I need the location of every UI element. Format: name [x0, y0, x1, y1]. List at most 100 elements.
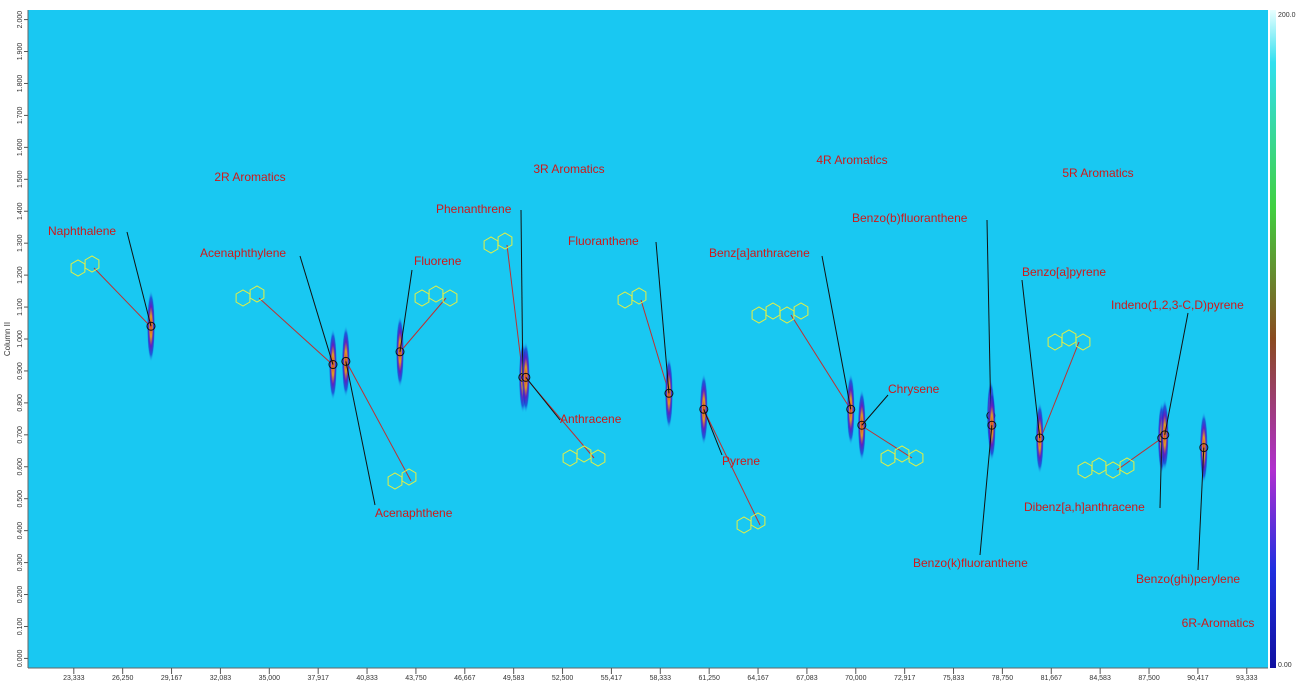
peak-label: Acenaphthylene — [200, 246, 286, 260]
y-tick-label: 0.800 — [17, 394, 24, 412]
leader-line — [861, 394, 889, 426]
x-tick-label: 90,417 — [1187, 675, 1209, 682]
leader-line — [655, 241, 670, 394]
colorbar-label: 200.0 — [1278, 12, 1296, 19]
structure-icon — [1091, 457, 1107, 475]
x-tick-label: 37,917 — [307, 675, 329, 682]
group-label: 4R Aromatics — [816, 153, 887, 167]
y-tick-label: 1.000 — [17, 330, 24, 348]
peak-label: Pyrene — [722, 454, 760, 468]
structure-icon — [401, 468, 417, 486]
y-tick-label: 0.400 — [17, 522, 24, 540]
leader-line — [703, 409, 723, 456]
peak-marker — [699, 404, 709, 414]
leader-line — [299, 255, 334, 365]
structure-icon — [590, 449, 606, 467]
peak-marker — [146, 321, 156, 331]
y-tick-label: 0.900 — [17, 362, 24, 380]
structure-icon — [428, 285, 444, 303]
peak-marker — [1199, 443, 1209, 453]
y-tick-label: 0.300 — [17, 554, 24, 572]
y-tick-label: 1.300 — [17, 234, 24, 252]
leader-line — [986, 219, 992, 416]
structure-icon — [497, 232, 513, 250]
structure-link — [93, 267, 152, 328]
structure-link — [790, 314, 852, 411]
peak-label: Fluorene — [414, 254, 462, 268]
peak-marker — [1035, 433, 1045, 443]
structure-icon — [750, 512, 766, 530]
plot-area — [28, 10, 1268, 668]
leader-line — [1197, 447, 1205, 571]
peak-label: Fluoranthene — [568, 234, 639, 248]
group-label: 3R Aromatics — [533, 162, 604, 176]
peak-label: Benz[a]anthracene — [709, 246, 810, 260]
leader-line — [821, 255, 852, 410]
y-tick-label: 0.200 — [17, 586, 24, 604]
peak-label: Acenaphthene — [375, 506, 453, 520]
x-tick-label: 58,333 — [650, 675, 672, 682]
y-tick-label: 0.700 — [17, 426, 24, 444]
structure-icon — [1061, 329, 1077, 347]
structure-icon — [894, 445, 910, 463]
structure-link — [1039, 341, 1080, 441]
x-tick-label: 29,167 — [161, 675, 183, 682]
leader-line — [126, 231, 152, 327]
structure-icon — [1075, 333, 1091, 351]
peak-marker — [328, 360, 338, 370]
x-tick-label: 52,500 — [552, 675, 574, 682]
y-tick-label: 2.000 — [17, 11, 24, 29]
x-tick-label: 46,667 — [454, 675, 476, 682]
structure-link — [258, 297, 334, 366]
peak-marker — [664, 388, 674, 398]
y-tick-label: 0.600 — [17, 458, 24, 476]
peak-marker — [1160, 430, 1170, 440]
peak-marker — [846, 404, 856, 414]
peak-label: Chrysene — [888, 382, 940, 396]
y-tick-label: 0.100 — [17, 618, 24, 636]
x-tick-label: 43,750 — [405, 675, 427, 682]
x-tick-label: 84,583 — [1089, 675, 1111, 682]
x-tick-label: 67,083 — [796, 675, 818, 682]
structure-icon — [84, 255, 100, 273]
structure-link — [861, 425, 913, 459]
peak-marker — [987, 420, 997, 430]
y-tick-label: 1.800 — [17, 75, 24, 93]
x-tick-label: 35,000 — [259, 675, 281, 682]
structure-link — [399, 297, 447, 353]
x-tick-label: 93,333 — [1236, 675, 1258, 682]
x-tick-label: 81,667 — [1041, 675, 1063, 682]
y-tick-label: 1.400 — [17, 202, 24, 220]
y-axis-title: Column II — [3, 322, 12, 356]
structure-icon — [908, 449, 924, 467]
peak-marker — [857, 420, 867, 430]
leader-line — [979, 425, 993, 556]
y-tick-label: 0.500 — [17, 490, 24, 508]
y-tick-label: 1.200 — [17, 266, 24, 284]
peak-label: Benzo[a]pyrene — [1022, 265, 1106, 279]
x-tick-label: 32,083 — [210, 675, 232, 682]
y-tick-label: 1.700 — [17, 107, 24, 125]
structure-icon — [249, 285, 265, 303]
y-tick-label: 1.900 — [17, 43, 24, 61]
colorbar — [1270, 10, 1276, 668]
x-tick-label: 49,583 — [503, 675, 525, 682]
leader-line — [1164, 312, 1189, 435]
leader-line — [1021, 279, 1041, 439]
x-tick-label: 87,500 — [1138, 675, 1160, 682]
leader-line — [525, 377, 561, 421]
x-tick-label: 64,167 — [747, 675, 769, 682]
x-tick-label: 61,250 — [698, 675, 720, 682]
peak-marker — [341, 356, 351, 366]
y-tick-label: 1.600 — [17, 138, 24, 156]
peak-label: Benzo(ghi)perylene — [1136, 572, 1240, 586]
structure-icon — [793, 302, 809, 320]
x-tick-label: 75,833 — [943, 675, 965, 682]
structure-icon — [631, 287, 647, 305]
x-tick-label: 26,250 — [112, 675, 134, 682]
group-label: 2R Aromatics — [214, 170, 285, 184]
peak-label: Benzo(k)fluoranthene — [913, 556, 1028, 570]
structure-icon — [1119, 457, 1135, 475]
structure-link — [1116, 437, 1163, 471]
